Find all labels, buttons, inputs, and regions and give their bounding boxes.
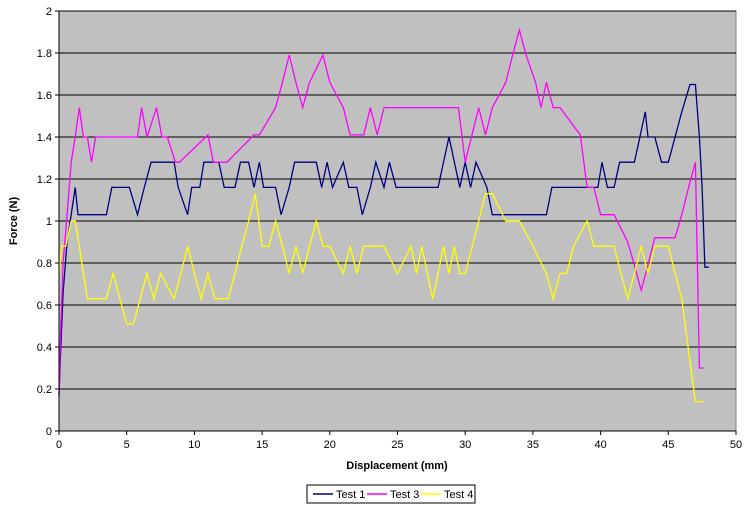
x-tick-label: 0 xyxy=(56,439,62,451)
y-axis-title: Force (N) xyxy=(8,197,20,246)
x-tick-label: 30 xyxy=(459,439,471,451)
x-tick-label: 45 xyxy=(662,439,674,451)
y-tick-label: 0.6 xyxy=(37,300,52,312)
legend-label-test-3: Test 3 xyxy=(390,489,419,501)
y-tick-label: 2 xyxy=(46,6,52,18)
x-axis-title: Displacement (mm) xyxy=(346,460,448,472)
y-tick-label: 0.2 xyxy=(37,384,52,396)
series-line-test-1 xyxy=(58,83,709,396)
legend-label-test-4: Test 4 xyxy=(444,489,473,501)
x-tick-label: 20 xyxy=(324,439,336,451)
x-tick-label: 35 xyxy=(527,439,539,451)
legend-label-test-1: Test 1 xyxy=(336,489,365,501)
y-tick-label: 1.2 xyxy=(37,174,52,186)
y-tick-label: 1.8 xyxy=(37,48,52,60)
y-tick-label: 1.6 xyxy=(37,90,52,102)
x-tick-label: 40 xyxy=(594,439,606,451)
x-tick-label: 25 xyxy=(391,439,403,451)
y-axis: 0 0.2 0.4 0.6 0.8 1 1.2 1.4 1.6 1.8 2 xyxy=(37,6,60,438)
legend: Test 1 Test 3 Test 4 xyxy=(306,484,476,504)
x-tick-label: 50 xyxy=(730,439,742,451)
series-line-test-4 xyxy=(58,193,704,403)
x-tick-label: 5 xyxy=(124,439,130,451)
y-tick-label: 1.4 xyxy=(37,132,52,144)
x-tick-label: 15 xyxy=(256,439,268,451)
series-lines xyxy=(58,27,709,403)
y-tick-label: 1 xyxy=(46,216,52,228)
y-tick-label: 0 xyxy=(46,426,52,438)
legend-box xyxy=(306,484,476,504)
y-tick-label: 0.8 xyxy=(37,258,52,270)
x-axis: 0 5 10 15 20 25 30 35 40 45 50 xyxy=(56,430,742,451)
gridlines xyxy=(59,10,736,390)
series-line-test-3 xyxy=(58,27,704,396)
y-tick-label: 0.4 xyxy=(37,342,52,354)
x-tick-label: 10 xyxy=(188,439,200,451)
